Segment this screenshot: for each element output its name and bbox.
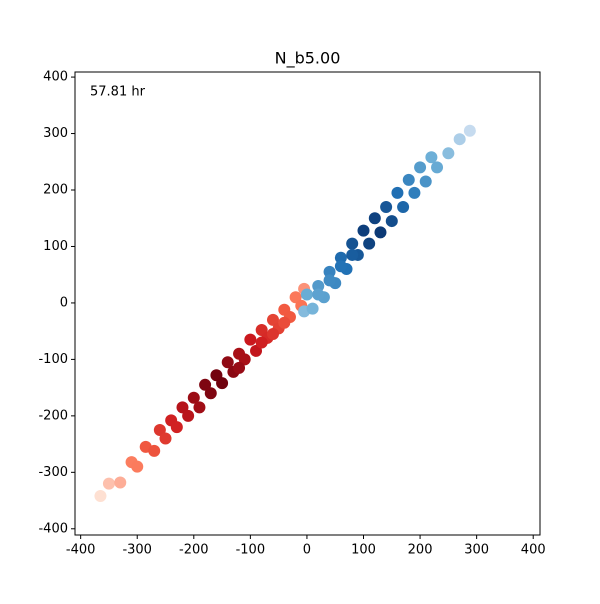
annotation: 57.81 hr <box>90 85 146 100</box>
scatter-point <box>431 161 444 174</box>
scatter-point <box>453 133 466 146</box>
scatter-point <box>346 237 359 250</box>
x-tick-label: 100 <box>351 543 376 558</box>
scatter-point <box>170 421 183 434</box>
scatter-point <box>238 353 251 366</box>
scatter-point <box>102 477 115 490</box>
scatter-point <box>250 344 263 357</box>
scatter-point <box>193 401 206 414</box>
scatter-point <box>374 226 387 239</box>
scatter-point <box>131 460 144 473</box>
scatter-point <box>334 260 347 273</box>
scatter-point <box>363 237 376 250</box>
scatter-point <box>442 147 455 160</box>
scatter-point <box>346 248 359 261</box>
y-tick-label: 100 <box>43 239 68 254</box>
scatter-point <box>266 313 279 326</box>
x-tick-label: -400 <box>66 543 96 558</box>
scatter-point <box>408 186 421 199</box>
scatter-point <box>323 265 336 278</box>
y-tick-label: -200 <box>38 408 68 423</box>
scatter-point <box>425 151 438 164</box>
scatter-point <box>94 490 107 503</box>
scatter-point <box>368 212 381 225</box>
scatter-point <box>148 444 161 457</box>
scatter-point <box>176 401 189 414</box>
scatter-point <box>216 377 229 390</box>
scatter-point <box>255 336 268 349</box>
scatter-point <box>199 378 212 391</box>
y-tick-label: 0 <box>60 295 68 310</box>
chart-title: N_b5.00 <box>275 49 341 69</box>
scatter-point <box>323 274 336 287</box>
scatter-point <box>334 251 347 264</box>
scatter-point <box>289 291 302 304</box>
axes-frame <box>74 71 541 536</box>
scatter-point <box>463 124 476 137</box>
scatter-point <box>419 175 432 188</box>
scatter-point <box>278 316 291 329</box>
y-tick-label: 200 <box>43 183 68 198</box>
scatter-point <box>266 327 279 340</box>
scatter-point <box>402 173 415 186</box>
x-tick-label: 0 <box>303 543 311 558</box>
scatter-point <box>159 432 172 445</box>
x-tick-label: -200 <box>179 543 209 558</box>
scatter-point <box>357 224 370 237</box>
scatter-point <box>414 161 427 174</box>
scatter-point <box>385 215 398 228</box>
scatter-point <box>153 423 166 436</box>
scatter-point <box>312 279 325 292</box>
scatter-point <box>391 186 404 199</box>
x-tick-label: 400 <box>521 543 546 558</box>
scatter-point <box>300 288 313 301</box>
y-tick-label: -100 <box>38 352 68 367</box>
scatter-point <box>397 200 410 213</box>
scatter-point <box>221 356 234 369</box>
plot-area <box>94 124 476 503</box>
scatter-point <box>312 288 325 301</box>
x-tick-label: -300 <box>122 543 152 558</box>
x-tick-label: -100 <box>236 543 266 558</box>
scatter-point <box>306 302 319 315</box>
scatter-point <box>114 476 127 489</box>
scatter-point <box>182 409 195 422</box>
x-tick-label: 200 <box>408 543 433 558</box>
scatter-point <box>244 333 257 346</box>
y-tick-label: -300 <box>38 465 68 480</box>
scatter-point <box>204 387 217 400</box>
scatter-point <box>187 391 200 404</box>
y-tick-label: -400 <box>38 521 68 536</box>
scatter-point <box>380 200 393 213</box>
x-tick-label: 300 <box>464 543 489 558</box>
y-tick-label: 400 <box>43 70 68 85</box>
scatter-point <box>233 361 246 374</box>
y-tick-label: 300 <box>43 126 68 141</box>
